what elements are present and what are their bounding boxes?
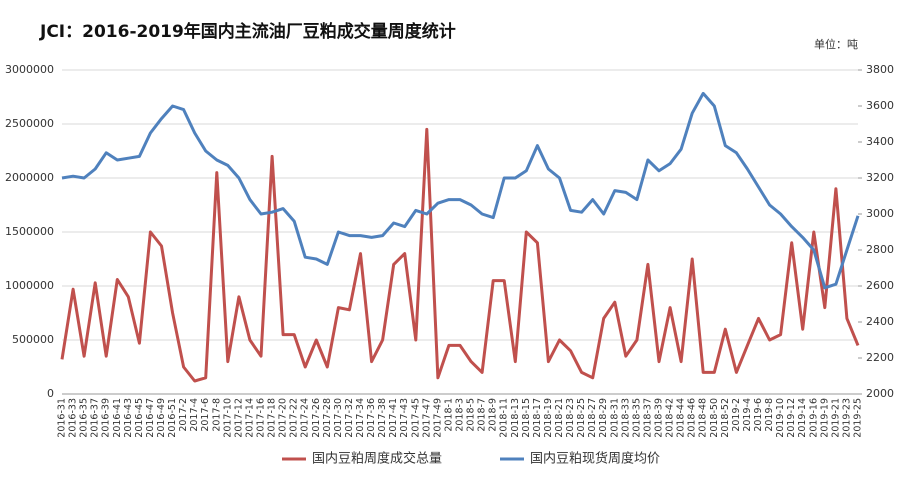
x-tick-label: 2019-14	[797, 398, 808, 438]
y2-tick-label: 2400	[866, 315, 894, 328]
x-tick-label: 2017-18	[267, 398, 278, 438]
x-tick-label: 2018-52	[720, 398, 731, 438]
y2-tick-label: 3400	[866, 135, 894, 148]
x-tick-label: 2017-49	[432, 398, 443, 438]
series-line	[61, 91, 860, 290]
y2-tick-label: 2000	[866, 387, 894, 400]
y2-tick-label: 3200	[866, 171, 894, 184]
x-tick-label: 2018-42	[665, 398, 676, 438]
x-tick-label: 2017-24	[300, 398, 311, 438]
x-tick-label: 2019-4	[742, 398, 753, 432]
x-tick-label: 2019-6	[753, 398, 764, 432]
x-tick-label: 2018-23	[565, 398, 576, 438]
y-tick-label: 1000000	[5, 279, 54, 292]
x-tick-label: 2019-8	[764, 398, 775, 432]
y-tick-label: 2000000	[5, 171, 54, 184]
x-tick-label: 2017-22	[289, 398, 300, 438]
y-tick-label: 1500000	[5, 225, 54, 238]
x-tick-label: 2018-39	[654, 398, 665, 438]
x-tick-label: 2019-19	[819, 398, 830, 438]
x-tick-label: 2019-12	[786, 398, 797, 438]
x-tick-label: 2017-32	[344, 398, 355, 438]
x-tick-label: 2018-48	[698, 398, 709, 438]
x-tick-label: 2017-45	[410, 398, 421, 438]
chart-title: JCI：2016-2019年国内主流油厂豆粕成交量周度统计	[39, 21, 456, 42]
x-tick-label: 2018-15	[521, 398, 532, 438]
x-tick-label: 2016-49	[156, 398, 167, 438]
x-tick-label: 2017-12	[233, 398, 244, 438]
x-tick-label: 2018-25	[576, 398, 587, 438]
x-tick-label: 2018-1	[443, 398, 454, 432]
x-tick-label: 2016-43	[123, 398, 134, 438]
legend-label: 国内豆粕现货周度均价	[530, 451, 660, 467]
x-tick-label: 2017-2	[178, 398, 189, 432]
x-tick-label: 2019-25	[853, 398, 864, 438]
x-tick-label: 2016-45	[134, 398, 145, 438]
x-tick-label: 2018-21	[554, 398, 565, 438]
x-tick-label: 2017-36	[366, 398, 377, 438]
y-tick-label: 500000	[12, 333, 54, 346]
x-tick-label: 2018-29	[598, 398, 609, 438]
x-tick-label: 2018-44	[676, 398, 687, 438]
x-tick-label: 2018-13	[510, 398, 521, 438]
x-tick-label: 2016-41	[112, 398, 123, 438]
x-tick-label: 2018-33	[620, 398, 631, 438]
x-tick-label: 2018-3	[455, 398, 466, 432]
x-tick-label: 2017-10	[222, 398, 233, 438]
x-tick-label: 2017-47	[421, 398, 432, 438]
x-tick-label: 2018-27	[587, 398, 598, 438]
x-tick-label: 2018-50	[709, 398, 720, 438]
x-tick-label: 2018-31	[609, 398, 620, 438]
x-tick-label: 2017-34	[355, 398, 366, 438]
x-tick-label: 2016-33	[68, 398, 79, 438]
x-tick-label: 2019-10	[775, 398, 786, 438]
x-tick-label: 2017-28	[322, 398, 333, 438]
x-tick-label: 2018-19	[543, 398, 554, 438]
x-tick-label: 2018-37	[642, 398, 653, 438]
y2-tick-label: 3000	[866, 207, 894, 220]
x-tick-label: 2017-8	[211, 398, 222, 432]
x-tick-label: 2018-11	[499, 398, 510, 438]
x-tick-label: 2019-16	[808, 398, 819, 438]
x-tick-label: 2016-47	[145, 398, 156, 438]
y2-tick-label: 2200	[866, 351, 894, 364]
x-tick-label: 2019-23	[841, 398, 852, 438]
x-tick-label: 2017-6	[200, 398, 211, 432]
x-tick-label: 2016-35	[79, 398, 90, 438]
series-line	[60, 127, 860, 383]
y-tick-label: 3000000	[5, 63, 54, 76]
legend-label: 国内豆粕周度成交总量	[312, 451, 442, 467]
x-tick-label: 2019-2	[731, 398, 742, 432]
y-tick-label: 2500000	[5, 117, 54, 130]
x-tick-label: 2017-20	[278, 398, 289, 438]
x-tick-label: 2016-39	[101, 398, 112, 438]
x-tick-label: 2018-35	[631, 398, 642, 438]
x-tick-label: 2019-21	[830, 398, 841, 438]
y2-tick-label: 3600	[866, 99, 894, 112]
x-tick-label: 2016-37	[90, 398, 101, 438]
unit-label: 单位：吨	[814, 37, 858, 51]
x-tick-label: 2018-46	[687, 398, 698, 438]
x-tick-label: 2017-30	[333, 398, 344, 438]
x-tick-label: 2017-38	[377, 398, 388, 438]
x-tick-label: 2017-16	[256, 398, 267, 438]
x-tick-label: 2017-26	[311, 398, 322, 438]
x-tick-label: 2017-41	[388, 398, 399, 438]
x-tick-label: 2016-31	[57, 398, 68, 438]
y2-tick-label: 2800	[866, 243, 894, 256]
y2-tick-label: 3800	[866, 63, 894, 76]
x-tick-label: 2017-4	[189, 398, 200, 432]
x-tick-label: 2018-9	[488, 398, 499, 432]
x-tick-label: 2017-14	[244, 398, 255, 438]
x-tick-label: 2016-51	[167, 398, 178, 438]
x-tick-label: 2018-5	[466, 398, 477, 432]
x-tick-label: 2018-17	[532, 398, 543, 438]
x-tick-label: 2017-43	[399, 398, 410, 438]
y2-tick-label: 2600	[866, 279, 894, 292]
x-tick-label: 2018-7	[477, 398, 488, 432]
y-tick-label: 0	[47, 387, 54, 400]
